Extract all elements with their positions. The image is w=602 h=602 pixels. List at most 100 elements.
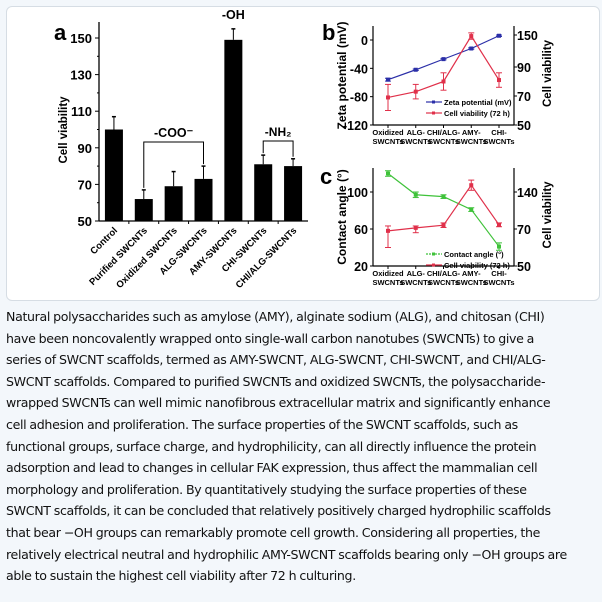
data-point (469, 46, 474, 51)
legend-label: Cell viability (72 h) (444, 109, 510, 118)
caption-line: relatively electrical neutral and hydrop… (6, 546, 567, 562)
caption-line: functional groups, surface charge, and h… (6, 438, 537, 454)
panel-label: b (322, 20, 335, 45)
x-tick-label: ALG- (407, 269, 426, 278)
y-tick-label: 110 (71, 104, 92, 119)
data-point (441, 223, 446, 228)
bar (224, 39, 243, 221)
caption-line: adsorption and lead to changes in cellul… (6, 460, 538, 476)
x-tick-label: CHI/ALG- (427, 128, 461, 137)
caption-line: SWCNT scaffolds. Compared to purified SW… (6, 373, 546, 389)
left-y-tick-label: 100 (347, 186, 368, 200)
right-y-tick-label: 150 (517, 29, 538, 43)
caption-line: able to sustain the highest cell viabili… (6, 568, 356, 584)
panel-label: c (320, 164, 332, 189)
y-axis-label: Cell viability (58, 96, 70, 164)
x-tick-label: SWCNTs (428, 137, 459, 146)
data-point (497, 78, 501, 83)
annotation-oh: -OH (222, 8, 245, 22)
x-tick-label: Oxidized (372, 128, 404, 137)
x-tick-label: CHI/ALG- (427, 269, 461, 278)
y-tick-label: 50 (78, 214, 92, 229)
left-y-axis-label: Contact angle (°) (335, 169, 349, 264)
right-y-tick-label: 90 (517, 61, 531, 75)
data-point (386, 77, 390, 82)
data-point (413, 225, 418, 230)
panel-label: a (54, 20, 67, 45)
x-tick-label: CHI- (491, 269, 507, 278)
group-bracket-nh2 (262, 140, 294, 157)
caption-line: wrapped SWCNTs can well mimic nanofibrou… (6, 395, 551, 411)
x-tick-label: Oxidized (372, 269, 404, 278)
data-point (441, 79, 446, 84)
bar (254, 164, 273, 221)
x-tick-label: AMY- (462, 269, 481, 278)
caption-line: have been noncovalently wrapped onto sin… (6, 330, 535, 346)
left-y-tick-label: 0 (361, 34, 368, 48)
left-y-tick-label: -120 (343, 119, 368, 133)
x-tick-label: ALG- (407, 128, 426, 137)
left-y-tick-label: 60 (354, 223, 368, 237)
bar (284, 166, 303, 221)
legend-marker (432, 100, 435, 104)
left-y-tick-label: -80 (350, 91, 368, 105)
legend-marker (432, 111, 435, 115)
x-tick-label: SWCNTs (483, 278, 514, 287)
caption-line: morphology and proliferation. By quantit… (6, 481, 527, 497)
x-tick-label: SWCNTs (400, 278, 431, 287)
data-point (386, 228, 390, 233)
data-point (497, 33, 501, 38)
group-bracket-coo (143, 141, 204, 188)
x-tick-label: SWCNTs (456, 137, 487, 146)
x-tick-label: SWCNTs (372, 137, 403, 146)
caption-line: that bear −OH groups can remarkably prom… (6, 524, 541, 540)
bar (104, 129, 123, 221)
x-tick-label: SWCNTs (483, 137, 514, 146)
legend-marker (432, 263, 435, 267)
y-tick-label: 150 (70, 31, 92, 46)
right-y-tick-label: 50 (517, 260, 531, 274)
right-y-tick-label: 70 (517, 223, 531, 237)
caption: Natural polysaccharides such as amylose … (6, 306, 598, 587)
legend-label: Contact angle (°) (444, 250, 504, 259)
data-point (413, 89, 418, 94)
annotation-coo: -COO⁻ (154, 126, 194, 140)
bar (164, 186, 183, 221)
x-tick-label: SWCNTs (372, 278, 403, 287)
x-tick-label: CHI- (491, 128, 507, 137)
right-y-tick-label: 70 (517, 90, 531, 104)
x-tick-label: AMY- (462, 128, 481, 137)
right-y-tick-label: 140 (517, 186, 538, 200)
right-y-tick-label: 50 (517, 119, 531, 133)
y-tick-label: 90 (78, 141, 92, 156)
data-point (497, 244, 501, 249)
y-tick-label: 70 (78, 177, 92, 192)
x-tick-label: SWCNTs (428, 278, 459, 287)
right-y-axis-label: Cell viability (542, 39, 554, 107)
caption-line: SWCNT scaffolds, it can be concluded tha… (6, 503, 551, 519)
data-point (413, 67, 418, 72)
legend-label: Cell viability (72 h) (444, 261, 510, 270)
data-point (441, 57, 446, 62)
caption-line: cell adhesion and proliferation. The sur… (6, 416, 518, 432)
data-point (386, 95, 390, 100)
caption-line: series of SWCNT scaffolds, termed as AMY… (6, 352, 546, 368)
left-y-tick-label: -40 (350, 62, 368, 76)
y-tick-label: 130 (70, 68, 92, 83)
data-point (413, 192, 418, 197)
bar (194, 178, 213, 221)
right-y-axis-label: Cell viability (542, 181, 554, 249)
left-y-axis-label: Zeta potential (mV) (335, 21, 349, 129)
data-point (441, 194, 446, 199)
legend-marker (432, 252, 435, 256)
data-point (386, 171, 390, 176)
series-line (387, 173, 500, 247)
bar (134, 199, 153, 221)
caption-line: Natural polysaccharides such as amylose … (6, 309, 545, 324)
left-y-tick-label: 20 (354, 260, 368, 274)
legend-label: Zeta potential (mV) (444, 98, 512, 107)
data-point (469, 207, 474, 212)
annotation-nh2: -NH₂ (265, 125, 292, 139)
data-point (469, 183, 474, 188)
